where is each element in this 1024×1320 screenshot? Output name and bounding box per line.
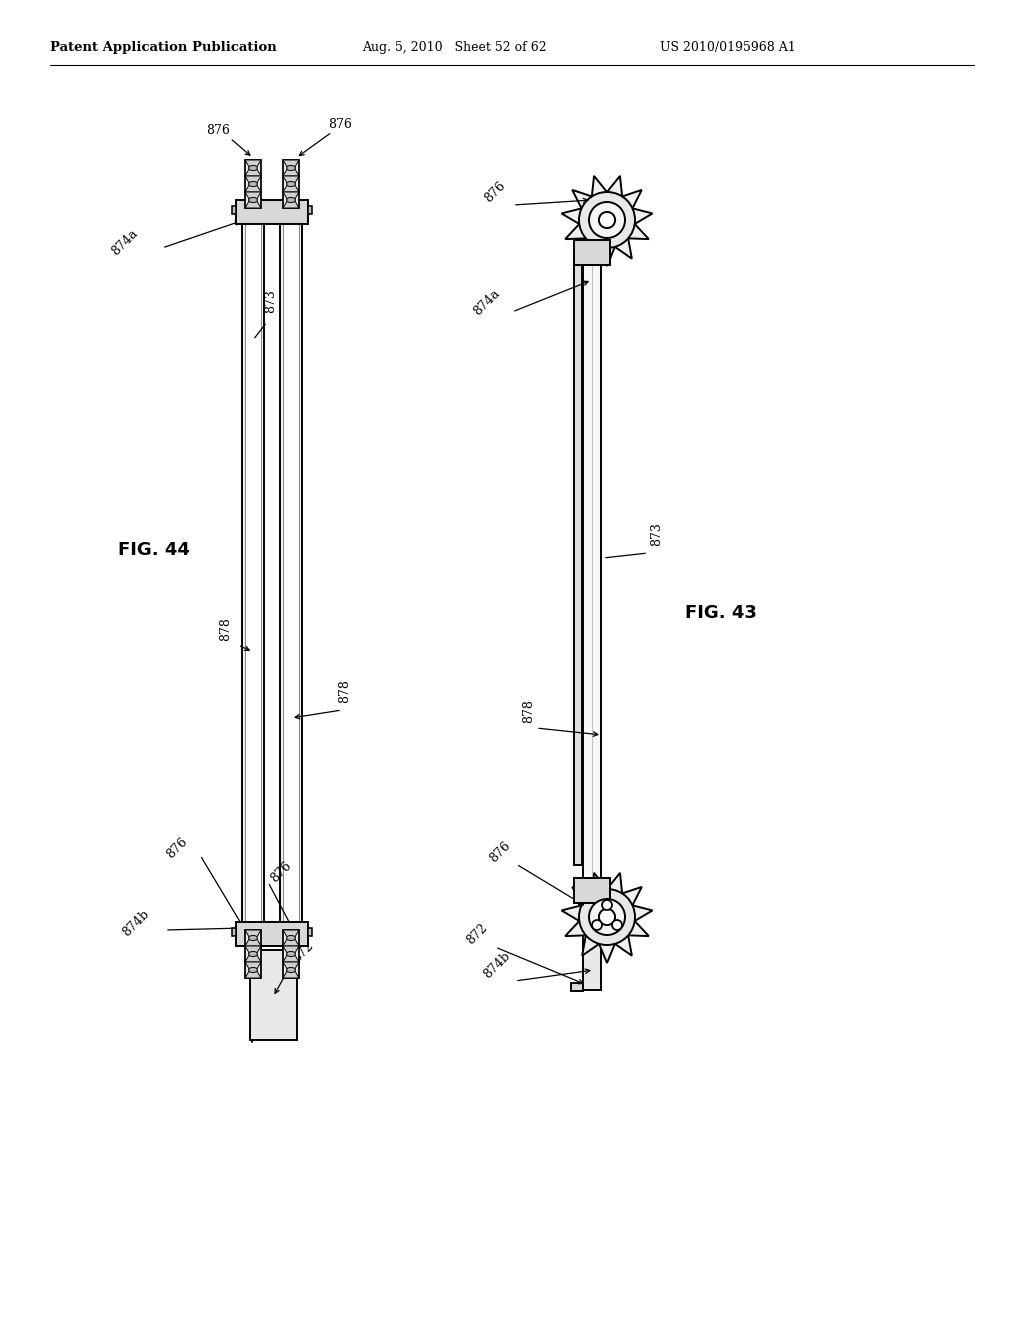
Bar (245, 160, 261, 176)
Bar (283, 222, 299, 927)
Polygon shape (245, 962, 261, 970)
Polygon shape (283, 946, 299, 954)
Bar (245, 222, 261, 927)
Bar (245, 931, 261, 946)
Bar (283, 946, 299, 962)
Polygon shape (283, 939, 299, 946)
Circle shape (579, 888, 635, 945)
Bar (308, 206, 312, 214)
Text: 872: 872 (290, 939, 316, 965)
Polygon shape (245, 168, 261, 176)
Text: 873: 873 (264, 289, 278, 313)
Text: FIG. 44: FIG. 44 (118, 541, 189, 558)
Circle shape (579, 191, 635, 248)
Ellipse shape (249, 952, 257, 957)
Text: Aug. 5, 2010   Sheet 52 of 62: Aug. 5, 2010 Sheet 52 of 62 (362, 41, 547, 54)
Bar (583, 906, 601, 990)
Bar (280, 222, 302, 927)
Bar (250, 950, 297, 1040)
Ellipse shape (287, 968, 295, 973)
Text: 878: 878 (522, 700, 535, 723)
Bar (283, 191, 299, 209)
Bar (245, 946, 261, 962)
Ellipse shape (249, 165, 257, 170)
Text: US 2010/0195968 A1: US 2010/0195968 A1 (660, 41, 796, 54)
Text: 874a: 874a (471, 286, 502, 318)
Text: 876: 876 (268, 859, 294, 884)
Ellipse shape (287, 952, 295, 957)
Ellipse shape (287, 198, 295, 202)
Bar (574, 240, 610, 265)
Polygon shape (283, 954, 299, 962)
Text: 876: 876 (328, 117, 352, 131)
Text: 874b: 874b (120, 907, 152, 939)
Bar (245, 191, 261, 209)
Polygon shape (245, 191, 261, 201)
Ellipse shape (287, 181, 295, 186)
Text: 874a: 874a (109, 227, 140, 257)
Text: 878: 878 (219, 618, 232, 642)
Bar (232, 206, 236, 214)
Text: FIG. 43: FIG. 43 (685, 605, 757, 622)
Polygon shape (245, 160, 261, 168)
Bar (574, 878, 610, 903)
Text: 873: 873 (650, 523, 663, 546)
Text: 878: 878 (338, 678, 351, 704)
Polygon shape (561, 176, 652, 267)
Polygon shape (245, 939, 261, 946)
Bar (242, 222, 264, 927)
Polygon shape (283, 191, 299, 201)
Text: 876: 876 (206, 124, 230, 137)
Polygon shape (283, 183, 299, 191)
Polygon shape (245, 970, 261, 978)
Text: 872: 872 (464, 921, 490, 946)
Text: 876: 876 (164, 836, 190, 861)
Polygon shape (245, 954, 261, 962)
Circle shape (599, 909, 615, 925)
Circle shape (592, 920, 602, 931)
Polygon shape (283, 201, 299, 209)
Circle shape (602, 900, 612, 909)
Text: 874b: 874b (481, 949, 513, 981)
Text: Patent Application Publication: Patent Application Publication (50, 41, 276, 54)
Polygon shape (283, 962, 299, 970)
Polygon shape (245, 931, 261, 939)
Polygon shape (245, 176, 261, 183)
Polygon shape (561, 873, 652, 964)
Polygon shape (245, 183, 261, 191)
Polygon shape (283, 160, 299, 168)
Circle shape (589, 202, 625, 238)
Bar (283, 160, 299, 176)
Polygon shape (245, 946, 261, 954)
Ellipse shape (249, 198, 257, 202)
Bar (283, 962, 299, 978)
Bar (574, 253, 582, 865)
Circle shape (589, 899, 625, 935)
Ellipse shape (249, 181, 257, 186)
Polygon shape (283, 168, 299, 176)
Bar (245, 962, 261, 978)
Bar (236, 201, 308, 224)
Bar (236, 921, 308, 946)
Bar (283, 931, 299, 946)
Bar (308, 928, 312, 936)
Text: 876: 876 (482, 180, 508, 205)
Polygon shape (245, 201, 261, 209)
Text: 876: 876 (487, 840, 513, 865)
Ellipse shape (287, 165, 295, 170)
Ellipse shape (249, 936, 257, 941)
Polygon shape (283, 970, 299, 978)
Circle shape (612, 920, 622, 931)
Bar (283, 176, 299, 191)
Polygon shape (283, 931, 299, 939)
Bar (571, 983, 583, 991)
Bar (583, 253, 601, 890)
Bar (245, 176, 261, 191)
Polygon shape (283, 176, 299, 183)
Ellipse shape (249, 968, 257, 973)
Circle shape (599, 213, 615, 228)
Ellipse shape (287, 936, 295, 941)
Bar (232, 928, 236, 936)
